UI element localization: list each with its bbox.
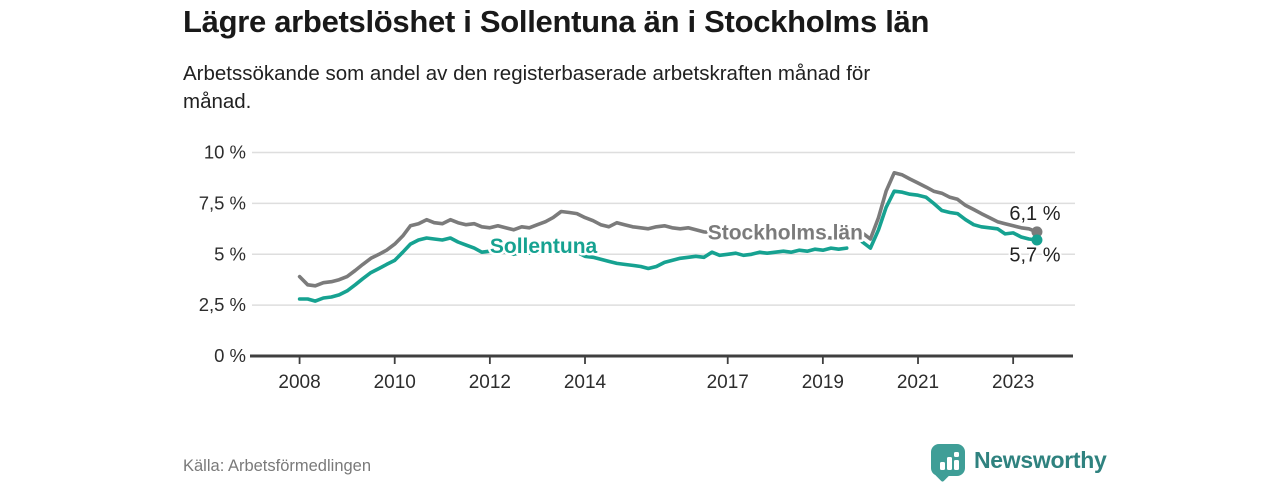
x-axis-tick-label: 2021 <box>897 372 939 393</box>
end-dot-stockholms-l-n <box>1031 226 1043 238</box>
y-axis-tick-label: 7,5 % <box>199 192 246 213</box>
logo-bar-short <box>940 462 945 470</box>
x-axis-tick-label: 2010 <box>374 372 416 393</box>
series-label-stockholms-l-n: Stockholms län <box>708 221 863 244</box>
source-note: Källa: Arbetsförmedlingen <box>183 457 372 475</box>
series-label-sollentuna: Sollentuna <box>490 235 598 258</box>
x-axis-tick-label: 2008 <box>278 372 320 393</box>
logo-exclamation-dot <box>954 452 959 457</box>
chart-title: Lägre arbetslöshet i Sollentuna än i Sto… <box>183 4 930 39</box>
chart-subtitle-line-1: Arbetssökande som andel av den registerb… <box>183 62 871 85</box>
y-axis-tick-label: 10 % <box>204 142 246 163</box>
chart-subtitle: Arbetssökande som andel av den registerb… <box>183 60 1043 115</box>
x-axis-tick-label: 2023 <box>992 372 1034 393</box>
logo-exclamation-bar <box>954 460 959 470</box>
end-value-label-stockholms-l-n: 6,1 % <box>1009 203 1060 225</box>
x-axis-tick-label: 2012 <box>469 372 511 393</box>
series-line-sollentuna <box>297 189 1039 303</box>
y-axis-tick-label: 2,5 % <box>199 294 246 315</box>
series-line-stockholms-l-n <box>297 171 1039 288</box>
newsworthy-wordmark: Newsworthy <box>974 446 1107 473</box>
chart-subtitle-line-2: månad. <box>183 89 252 113</box>
newsworthy-logo[interactable]: Newsworthy <box>931 443 1107 482</box>
end-value-label-sollentuna: 5,7 % <box>1009 245 1060 267</box>
logo-bar-tall <box>947 457 952 470</box>
x-axis-tick-label: 2017 <box>707 372 749 393</box>
x-axis-tick-label: 2014 <box>564 372 607 393</box>
y-axis-tick-label: 5 % <box>214 243 246 264</box>
x-axis-tick-label: 2019 <box>802 372 844 393</box>
newsworthy-bar-chart-icon <box>931 444 965 482</box>
end-dot-sollentuna <box>1031 234 1043 246</box>
y-axis-tick-label: 0 % <box>214 345 246 366</box>
